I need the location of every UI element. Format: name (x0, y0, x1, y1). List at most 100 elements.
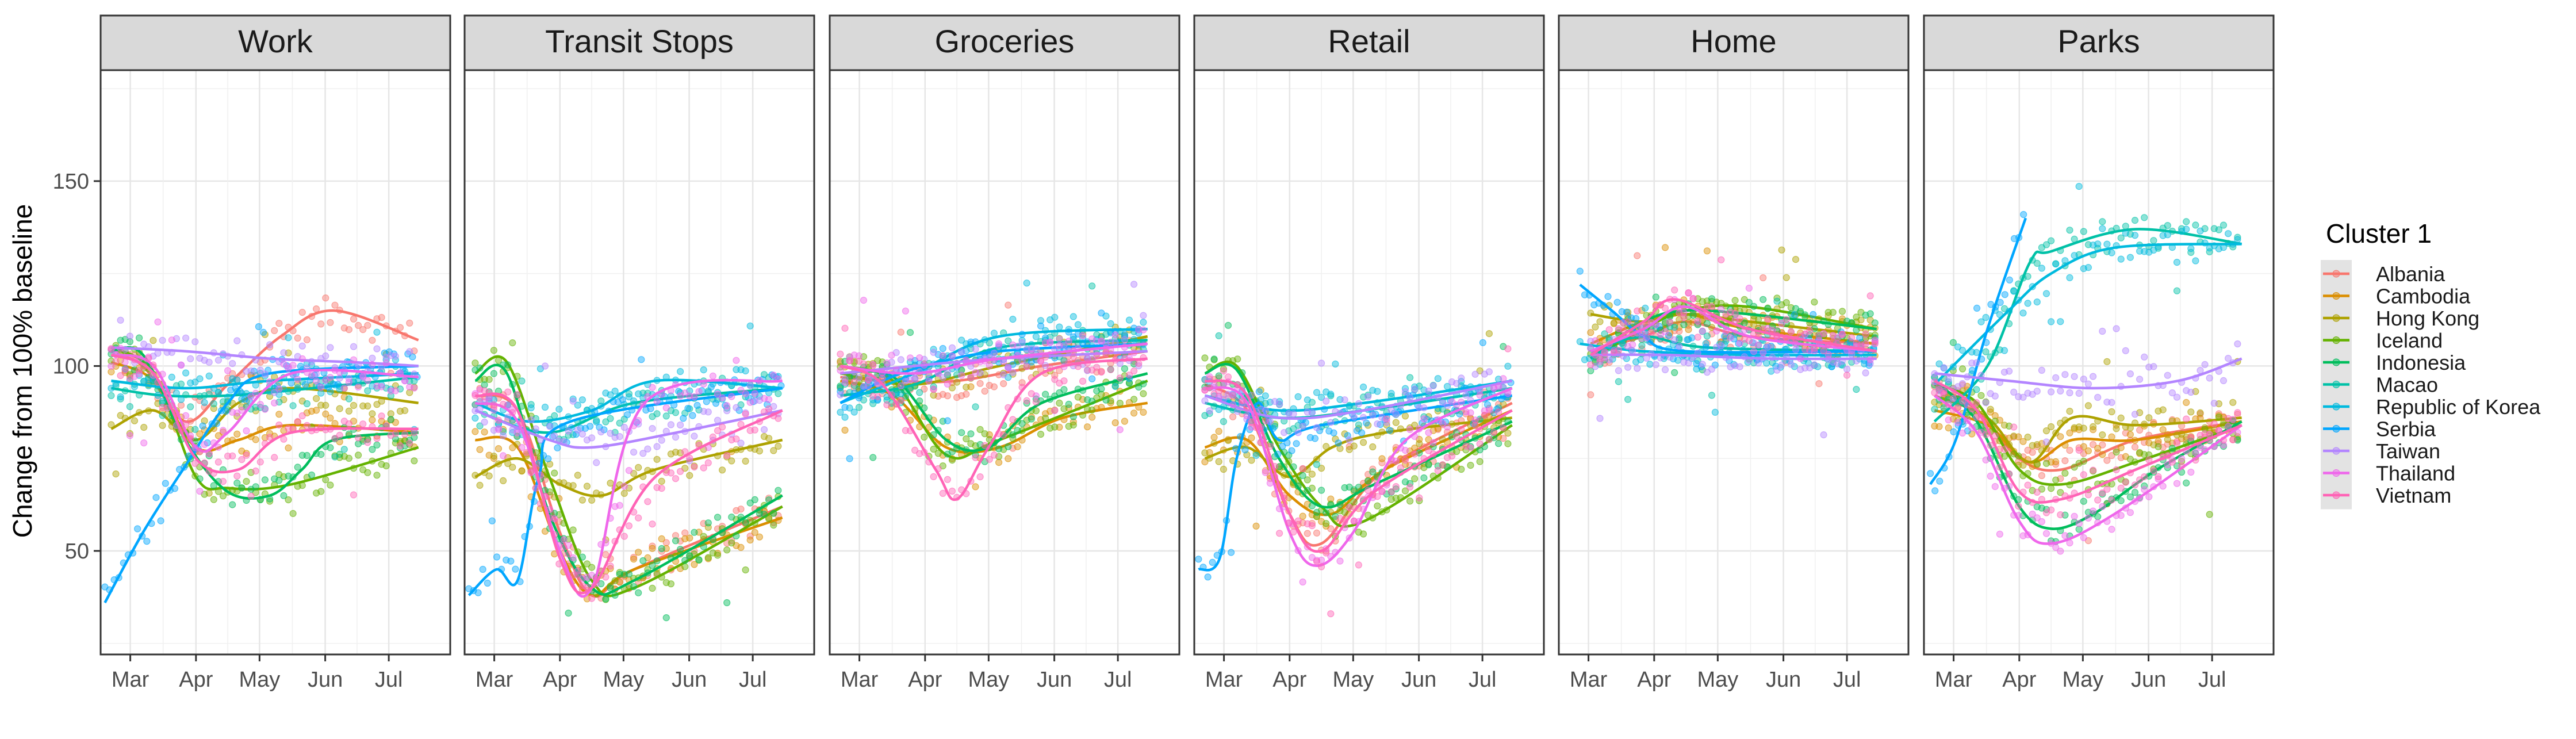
data-point (2150, 467, 2157, 474)
data-point (560, 543, 568, 551)
data-point (1853, 385, 1860, 393)
data-point (182, 369, 190, 377)
data-point (897, 328, 904, 336)
data-point (1596, 355, 1604, 363)
data-point (635, 549, 642, 556)
data-point (1647, 328, 1655, 336)
legend-key-point (2332, 292, 2340, 300)
data-point (214, 443, 222, 451)
data-point (243, 450, 250, 457)
data-point (1467, 461, 1474, 469)
data-point (1623, 308, 1630, 316)
data-point (261, 405, 269, 413)
data-point (1130, 349, 1138, 357)
data-point (1341, 508, 1348, 516)
data-point (718, 466, 726, 474)
data-point (2117, 484, 2125, 492)
data-point (1023, 397, 1030, 404)
data-point (2094, 496, 2102, 504)
data-point (233, 479, 241, 487)
data-point (373, 472, 381, 479)
data-point (574, 472, 581, 479)
legend-key-point (2332, 314, 2340, 322)
data-point (972, 369, 979, 376)
data-point (1274, 450, 1282, 458)
panel-border (99, 69, 451, 656)
data-point (1000, 371, 1007, 378)
data-point (509, 444, 516, 451)
data-point (1215, 372, 1222, 380)
data-point (742, 367, 749, 375)
data-point (1601, 348, 1608, 355)
data-point (2103, 358, 2111, 365)
data-point (1605, 326, 1613, 334)
data-point (607, 415, 614, 422)
data-point (1299, 578, 1306, 586)
data-point (1130, 396, 1138, 403)
data-point (855, 394, 863, 402)
data-point (1416, 494, 1423, 501)
plot-background (1194, 70, 1544, 654)
data-point (294, 334, 301, 342)
data-point (117, 393, 124, 401)
x-tick-label: Mar (1205, 668, 1243, 692)
data-point (1490, 428, 1498, 436)
data-point (1778, 246, 1785, 254)
data-point (1476, 440, 1483, 448)
data-point (168, 336, 175, 344)
data-point (620, 483, 628, 490)
data-point (658, 545, 665, 553)
x-tick-label: Jun (1037, 668, 1072, 692)
data-point (981, 388, 988, 395)
x-tick-label: May (1697, 668, 1738, 692)
data-point (159, 422, 166, 429)
data-point (327, 444, 334, 451)
data-point (1369, 468, 1377, 476)
data-point (1383, 415, 1390, 423)
data-point (897, 382, 904, 390)
data-point (369, 336, 376, 344)
data-point (837, 366, 844, 374)
data-point (108, 362, 115, 370)
data-point (1703, 320, 1711, 327)
data-point (1313, 529, 1321, 537)
data-point (494, 426, 503, 434)
data-point (1130, 367, 1138, 375)
data-point (653, 410, 661, 418)
data-point (1032, 333, 1040, 340)
data-point (523, 449, 530, 456)
data-point (658, 535, 665, 543)
data-point (2084, 447, 2092, 455)
data-point (354, 434, 362, 442)
data-point (990, 330, 998, 337)
data-point (1708, 295, 1716, 303)
data-point (746, 382, 754, 389)
data-point (490, 347, 498, 354)
data-point (541, 403, 549, 411)
data-point (742, 519, 749, 526)
data-point (159, 336, 166, 344)
data-point (2131, 489, 2139, 496)
data-point (1262, 407, 1269, 414)
data-point (507, 557, 515, 565)
data-point (298, 308, 306, 316)
legend-label: Iceland (2376, 329, 2443, 353)
data-point (191, 378, 199, 386)
data-point (1703, 247, 1711, 255)
data-point (1815, 332, 1823, 339)
data-point (2168, 458, 2176, 466)
data-point (1634, 307, 1641, 315)
data-point (2234, 236, 2241, 243)
data-point (2192, 257, 2199, 265)
data-point (1140, 380, 1147, 388)
data-point (1093, 351, 1101, 359)
data-point (201, 441, 208, 449)
data-point (1140, 319, 1147, 326)
data-point (1485, 435, 1493, 443)
data-point (159, 397, 166, 405)
data-point (1088, 335, 1096, 343)
data-point (662, 412, 670, 420)
data-point (1056, 335, 1063, 343)
